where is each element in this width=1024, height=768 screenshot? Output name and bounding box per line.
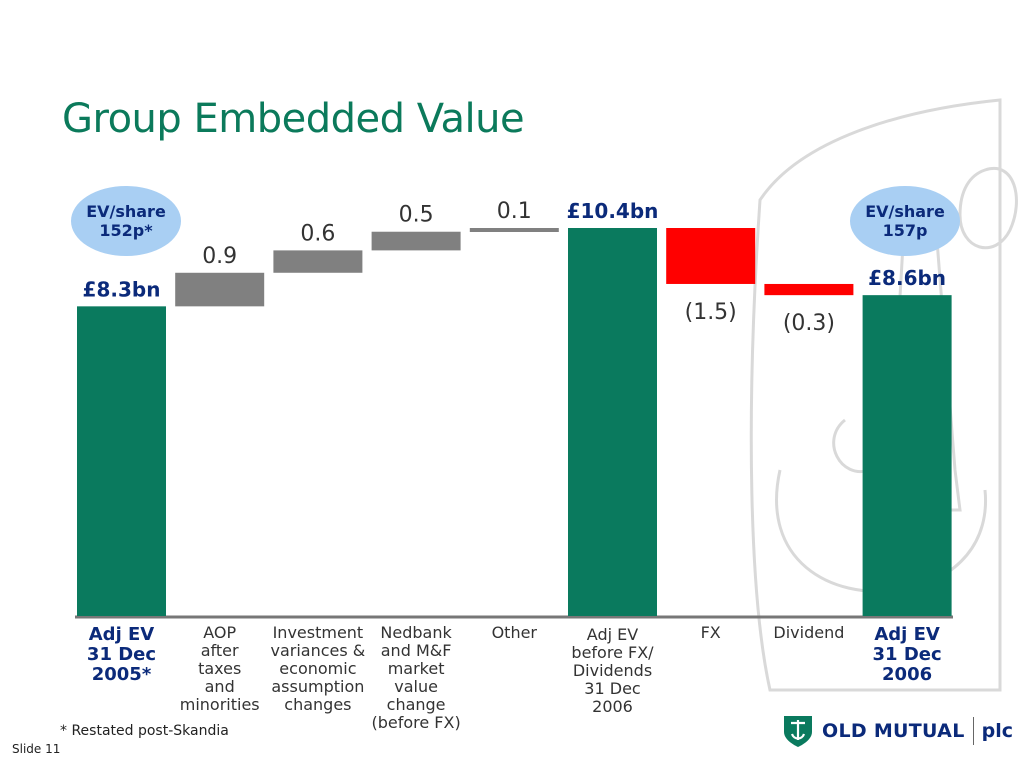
bar-4 [469, 228, 559, 232]
old-mutual-logo: OLD MUTUAL plc [782, 714, 1013, 748]
footnote: * Restated post-Skandia [60, 723, 229, 739]
data-label-4: 0.1 [497, 199, 532, 224]
ev-share-badge-2005: EV/share 152p* [71, 186, 181, 256]
badge-value: 157p [882, 221, 928, 240]
category-label-5: Adj EV before FX/ Dividends 31 Dec 2006 [571, 625, 654, 716]
category-label-8: Adj EV 31 Dec 2006 [872, 624, 942, 685]
category-label-0: Adj EV 31 Dec 2005* [86, 624, 157, 685]
logo-suffix: plc [981, 720, 1013, 742]
bar-5 [568, 228, 657, 616]
data-label-5: £10.4bn [567, 199, 659, 223]
bar-7 [764, 283, 854, 296]
category-label-6: FX [700, 623, 721, 642]
bar-3 [371, 231, 461, 251]
category-label-7: Dividend [773, 623, 845, 642]
badge-value: 152p* [99, 221, 153, 240]
page-title: Group Embedded Value [62, 96, 525, 142]
category-label-4: Other [491, 623, 538, 642]
shield-crest-icon [784, 716, 812, 747]
badge-label: EV/share [865, 202, 945, 221]
bar-0 [77, 306, 166, 616]
bar-8 [862, 295, 952, 616]
logo-divider [972, 717, 974, 745]
category-label-2: Investment variances & economic assumpti… [270, 623, 366, 714]
data-label-7: (0.3) [783, 311, 835, 336]
data-label-8: £8.6bn [868, 266, 946, 290]
slide-number: Slide 11 [12, 742, 61, 756]
category-label-3: Nedbank and M&F market value change (bef… [371, 623, 461, 732]
data-label-6: (1.5) [685, 300, 737, 325]
bar-2 [273, 250, 363, 273]
badge-label: EV/share [86, 202, 166, 221]
data-label-1: 0.9 [202, 244, 237, 269]
data-label-3: 0.5 [399, 203, 434, 228]
category-label-1: AOP after taxes and minorities [179, 623, 260, 714]
data-label-0: £8.3bn [83, 277, 161, 301]
bar-1 [175, 272, 265, 307]
data-label-2: 0.6 [300, 221, 335, 246]
bar-6 [666, 228, 756, 284]
logo-name: OLD MUTUAL [822, 720, 965, 742]
ev-share-badge-2006: EV/share 157p [850, 186, 960, 256]
